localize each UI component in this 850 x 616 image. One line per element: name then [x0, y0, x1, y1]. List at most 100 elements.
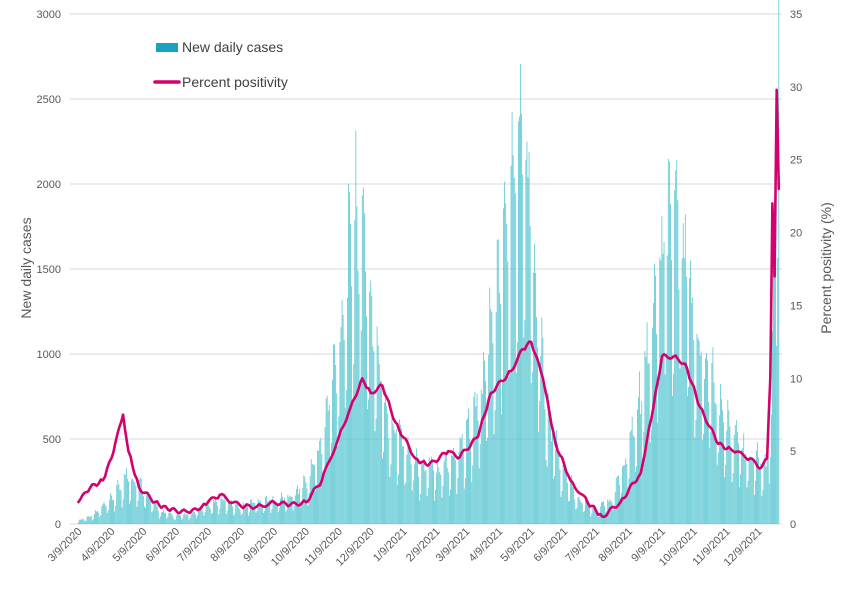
- bar: [241, 513, 243, 524]
- bar: [451, 455, 452, 524]
- bar: [743, 433, 745, 524]
- bar: [554, 475, 555, 524]
- bar: [658, 379, 660, 524]
- bar: [259, 500, 261, 524]
- bar: [721, 398, 722, 524]
- bar: [184, 512, 186, 524]
- bar: [630, 429, 632, 524]
- bar: [710, 431, 712, 524]
- bar: [354, 220, 356, 524]
- bar: [480, 389, 482, 524]
- bar: [435, 489, 436, 524]
- bar: [421, 461, 423, 524]
- bar: [695, 420, 697, 524]
- bar: [280, 498, 281, 524]
- bar: [469, 438, 470, 524]
- bar: [113, 500, 114, 524]
- bar: [103, 502, 105, 524]
- x-tick-label: 5/9/2021: [499, 526, 538, 565]
- bar: [224, 500, 226, 524]
- bar: [255, 512, 257, 524]
- bar: [492, 343, 494, 524]
- bar: [556, 429, 558, 524]
- bar: [769, 456, 771, 524]
- bar: [735, 420, 737, 524]
- bar: [276, 503, 278, 524]
- bar: [725, 464, 727, 524]
- bar: [375, 418, 377, 524]
- bar: [416, 448, 417, 524]
- bar: [511, 111, 513, 525]
- bar: [776, 345, 778, 524]
- y-tick-label: 1000: [37, 349, 61, 361]
- bar: [707, 360, 708, 524]
- bar: [428, 457, 430, 524]
- bar: [324, 427, 326, 524]
- bar: [294, 495, 296, 524]
- bar: [704, 378, 705, 524]
- bar: [634, 471, 636, 524]
- bar: [424, 471, 426, 524]
- bar: [629, 432, 631, 524]
- bar: [459, 437, 461, 524]
- bar: [558, 450, 560, 524]
- bar: [498, 292, 500, 524]
- bar: [613, 505, 615, 524]
- bar: [678, 289, 680, 524]
- bar: [178, 514, 179, 524]
- bar: [460, 439, 462, 524]
- bar: [308, 492, 310, 524]
- bar: [225, 513, 227, 524]
- bar: [261, 505, 263, 524]
- bar: [700, 351, 702, 524]
- bar: [656, 333, 657, 524]
- bar: [566, 482, 568, 524]
- bar: [555, 449, 557, 524]
- bar: [724, 477, 725, 524]
- left-axis-tick-labels: 0 500 1000 1500 2000 2500 3000: [37, 9, 61, 531]
- bar: [436, 473, 437, 524]
- bar: [745, 453, 747, 524]
- bar: [696, 333, 698, 524]
- bar: [174, 519, 176, 524]
- bar: [583, 510, 585, 524]
- bar: [345, 390, 347, 524]
- bar: [427, 488, 429, 524]
- bar: [749, 456, 751, 524]
- bar: [392, 424, 394, 524]
- bar: [727, 399, 729, 524]
- bar: [336, 393, 338, 524]
- bar: [288, 497, 290, 524]
- bar: [636, 466, 637, 524]
- bar: [562, 464, 564, 524]
- bar: [455, 460, 457, 524]
- bar: [343, 339, 345, 524]
- bar: [532, 272, 534, 524]
- bar: [376, 326, 378, 524]
- bar: [382, 458, 383, 524]
- legend-swatch-new-daily-cases: [156, 43, 178, 52]
- bar: [648, 363, 650, 524]
- bar: [501, 414, 502, 524]
- bar: [418, 476, 419, 524]
- bar: [100, 515, 102, 524]
- bar: [217, 505, 219, 524]
- bar: [94, 513, 95, 524]
- bar: [316, 485, 317, 524]
- bar: [661, 215, 663, 524]
- bar: [159, 516, 161, 524]
- bar: [352, 401, 354, 524]
- bar: [694, 437, 696, 524]
- bar: [452, 455, 453, 524]
- x-tick-label: 6/9/2021: [532, 526, 571, 565]
- y2-tick-label: 30: [790, 82, 802, 94]
- bar: [621, 492, 622, 524]
- bar: [761, 495, 763, 524]
- bar: [560, 496, 562, 524]
- bar: [380, 381, 382, 524]
- bar: [152, 510, 154, 524]
- bar: [520, 63, 521, 524]
- bar: [736, 432, 738, 524]
- bar: [106, 512, 108, 524]
